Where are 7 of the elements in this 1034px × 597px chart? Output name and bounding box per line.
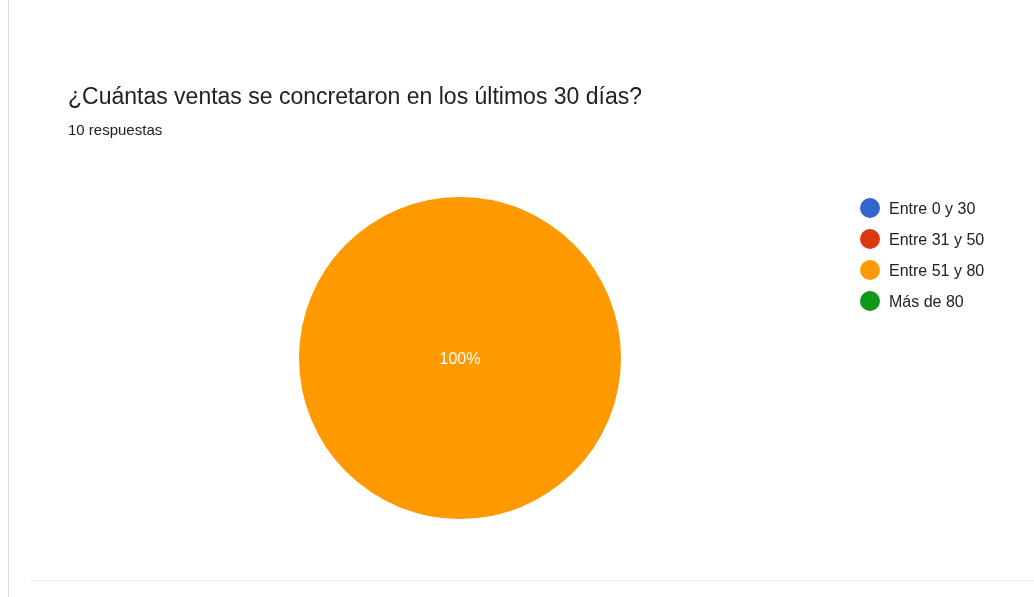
- chart-title: ¿Cuántas ventas se concretaron en los últimos 30 días?: [68, 83, 643, 109]
- data-label: 100%: [439, 349, 481, 367]
- legend-label: Más de 80: [889, 292, 964, 310]
- legend-label: Entre 51 y 80: [889, 261, 985, 279]
- text: 10 respuestas: [68, 121, 163, 138]
- legend-label: Entre 31 y 50: [889, 230, 985, 248]
- legend-label: Entre 0 y 30: [889, 199, 976, 217]
